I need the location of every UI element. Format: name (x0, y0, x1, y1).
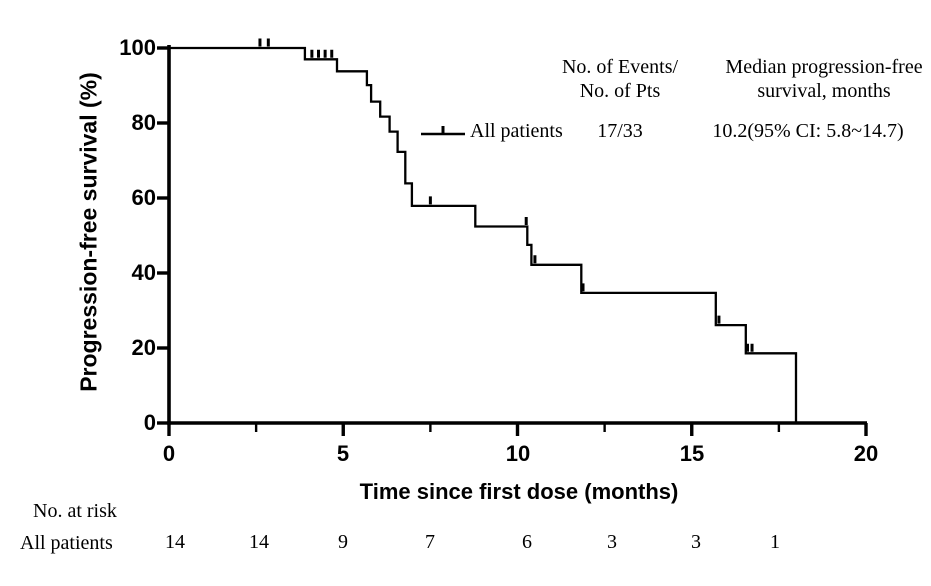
events-value: 17/33 (597, 120, 643, 142)
events-header-line2: No. of Pts (579, 80, 661, 102)
at-risk-count: 14 (249, 531, 269, 553)
x-tick-label-15: 15 (679, 441, 705, 466)
at-risk-count: 14 (165, 531, 185, 553)
events-header-line1: No. of Events/ (561, 56, 679, 78)
y-tick-label-80: 80 (131, 110, 156, 135)
legend-censor-line-icon (421, 126, 465, 136)
x-tick-label-5: 5 (336, 441, 350, 466)
at-risk-count: 3 (691, 531, 701, 553)
median-header-line1: Median progression-free (725, 56, 923, 78)
x-tick-label-20: 20 (853, 441, 879, 466)
at-risk-count: 3 (607, 531, 617, 553)
x-tick-label-10: 10 (505, 441, 531, 466)
legend-label: All patients (470, 120, 563, 142)
y-tick-label-20: 20 (131, 335, 156, 360)
at-risk-count: 9 (338, 531, 348, 553)
at-risk-title: No. at risk (33, 500, 117, 522)
y-tick-label-60: 60 (131, 185, 156, 210)
y-tick-label-0: 0 (143, 410, 156, 435)
at-risk-count: 6 (522, 531, 532, 553)
y-tick-label-100: 100 (119, 35, 156, 60)
median-value: 10.2(95% CI: 5.8~14.7) (712, 120, 904, 142)
x-tick-label-0: 0 (162, 441, 176, 466)
at-risk-row-label: All patients (20, 532, 113, 554)
median-header-line2: survival, months (757, 80, 891, 102)
at-risk-count: 1 (770, 531, 780, 553)
x-axis-title: Time since first dose (months) (359, 479, 679, 504)
at-risk-count: 7 (425, 531, 435, 553)
y-tick-label-40: 40 (131, 260, 156, 285)
